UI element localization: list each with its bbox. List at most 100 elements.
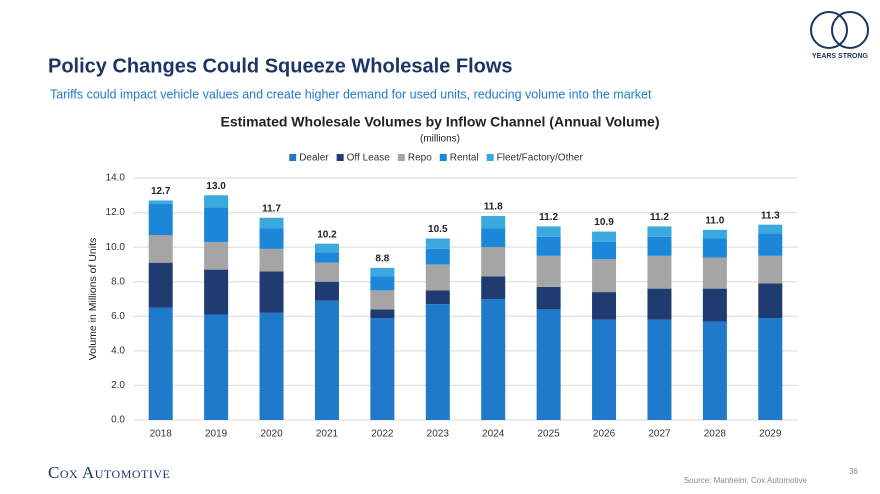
bar-segment [592,231,617,242]
bar-segment [536,226,561,237]
bar-segment [647,236,672,256]
bar-segment [425,264,450,291]
bar-segment [370,290,395,310]
bar-segment [647,319,672,420]
bar-segment [758,283,783,319]
bar-segment [647,288,672,320]
x-tick-label: 2029 [759,429,782,440]
bar-segment [148,307,173,420]
x-tick-label: 2021 [316,429,339,440]
bar-segment [536,309,561,420]
page-number: 36 [849,467,858,476]
badge: YEARS STRONG [810,11,869,60]
x-tick-label: 2020 [260,429,283,440]
y-tick-label: 12.0 [106,207,126,218]
total-label: 12.7 [151,186,171,197]
bar-segment [204,207,229,242]
total-label: 10.5 [428,224,448,235]
bar-segment [481,247,506,277]
x-tick-label: 2019 [205,429,228,440]
bar-segment [592,292,617,320]
y-tick-label: 2.0 [111,380,125,391]
bar-segment [425,238,450,249]
chart-title: Estimated Wholesale Volumes by Inflow Ch… [221,114,660,130]
bar-segment [259,312,284,420]
total-label: 10.9 [594,217,614,228]
bar-segment [481,228,506,248]
bar-segment [647,226,672,237]
bar-segment [702,288,727,322]
legend-swatch [336,154,344,161]
legend-label: Repo [408,153,432,164]
total-label: 8.8 [375,254,389,265]
bar-segment [259,271,284,313]
y-tick-label: 4.0 [111,345,125,356]
bar-segment [148,262,173,308]
bar-segment [592,241,617,260]
legend-item: Rental [439,153,479,164]
x-tick-label: 2025 [538,429,561,440]
y-tick-label: 8.0 [111,276,125,287]
bar-segment [148,203,173,236]
bar-segment [647,255,672,289]
total-label: 11.2 [539,212,558,223]
legend-swatch [439,154,447,161]
bar-segment [314,262,339,282]
legend-item: Off Lease [336,153,391,164]
bar-segment [536,286,561,310]
legend-swatch [397,154,405,161]
bar-segment [259,217,284,229]
legend-swatch [486,154,494,161]
bar-segment [148,200,173,204]
bar-segment [758,318,783,420]
bar-segment [370,267,395,277]
x-tick-label: 2018 [150,429,173,440]
chart-subtitle: (millions) [420,134,460,145]
bar-segment [592,259,617,293]
legend-label: Fleet/Factory/Other [497,153,584,164]
bar-segment [425,248,450,265]
badge-ring [810,11,848,49]
bar-segment [702,229,727,239]
bar-segment [592,319,617,420]
legend-swatch [289,154,297,161]
bar-segment [314,243,339,253]
x-tick-label: 2024 [482,429,505,440]
y-tick-label: 10.0 [106,242,126,253]
bar-segment [758,224,783,234]
y-axis-label: Volume in Millions of Units [87,238,99,361]
bar-segment [536,236,561,256]
bar-segment [758,255,783,284]
legend-item: Repo [397,153,432,164]
bar-segment [481,216,506,229]
bar-segment [481,276,506,299]
bar-segment [481,299,506,420]
bar-segment [204,195,229,208]
badge-ring [831,11,869,49]
legend-item: Dealer [289,153,329,164]
total-label: 10.2 [317,229,337,240]
bar-segment [204,269,229,315]
legend-label: Off Lease [347,153,391,164]
total-label: 11.3 [761,210,780,221]
x-tick-label: 2028 [704,429,727,440]
total-label: 11.7 [262,203,281,214]
bar-segment [702,257,727,289]
legend-item: Fleet/Factory/Other [486,153,584,164]
x-tick-label: 2026 [593,429,616,440]
total-label: 11.8 [484,202,503,213]
slide-subtitle: Tariffs could impact vehicle values and … [50,87,652,101]
badge-text: YEARS STRONG [812,53,869,60]
legend-label: Dealer [299,153,329,164]
bar-segment [204,314,229,420]
bar-segment [204,241,229,270]
x-tick-label: 2022 [371,429,394,440]
bar-segment [370,276,395,291]
total-label: 11.0 [705,215,724,226]
logo: Cox Automotive [48,463,170,482]
slide-title: Policy Changes Could Squeeze Wholesale F… [48,55,513,77]
source: Source: Manheim, Cox Automotive [684,476,808,485]
legend-label: Rental [450,153,479,164]
bar-segment [425,304,450,420]
